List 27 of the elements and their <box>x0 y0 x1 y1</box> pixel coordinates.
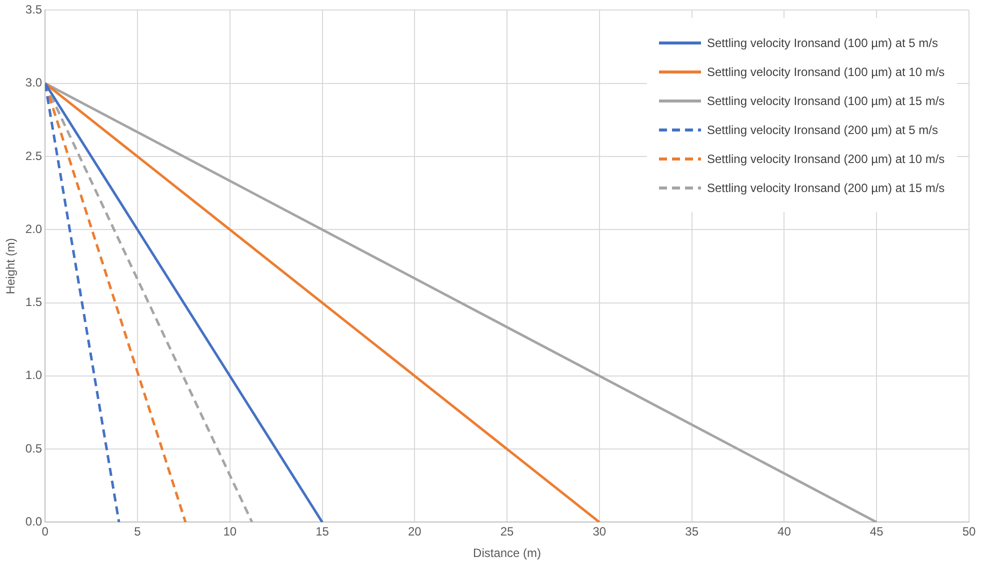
x-tick-label: 25 <box>500 524 514 539</box>
legend-label: Settling velocity Ironsand (100 µm) at 10 m/s <box>707 64 945 79</box>
x-tick-label: 15 <box>316 524 330 539</box>
x-tick-label: 5 <box>134 524 142 539</box>
legend-label: Settling velocity Ironsand (200 µm) at 10 m/s <box>707 152 945 166</box>
x-tick-label: 35 <box>685 524 699 539</box>
y-tick-label: 3.0 <box>25 76 42 90</box>
legend-label: Settling velocity Ironsand (100 µm) at 15 m/s <box>707 94 945 108</box>
legend-label: Settling velocity Ironsand (200 µm) at 5 m/s <box>707 122 938 137</box>
y-tick-label: 1.5 <box>25 295 42 310</box>
y-tick-label: 3.5 <box>25 2 42 17</box>
y-tick-label: 2.5 <box>25 148 42 163</box>
y-axis-title: Height (m) <box>4 238 18 294</box>
y-tick-label: 2.0 <box>25 222 42 236</box>
x-tick-label: 20 <box>408 524 422 539</box>
x-axis-title: Distance (m) <box>473 546 542 560</box>
legend-label: Settling velocity Ironsand (200 µm) at 15 m/s <box>707 180 945 195</box>
y-tick-label: 1.0 <box>25 368 42 382</box>
y-tick-label: 0.0 <box>25 514 42 529</box>
x-tick-label: 30 <box>592 524 606 539</box>
legend-label: Settling velocity Ironsand (100 µm) at 5 m/s <box>707 36 938 50</box>
x-tick-label: 10 <box>223 524 237 539</box>
y-tick-label: 0.5 <box>25 441 42 456</box>
x-tick-label: 45 <box>870 524 884 539</box>
x-tick-label: 0 <box>42 524 49 539</box>
x-tick-label: 50 <box>962 524 976 539</box>
x-tick-label: 40 <box>778 524 792 539</box>
